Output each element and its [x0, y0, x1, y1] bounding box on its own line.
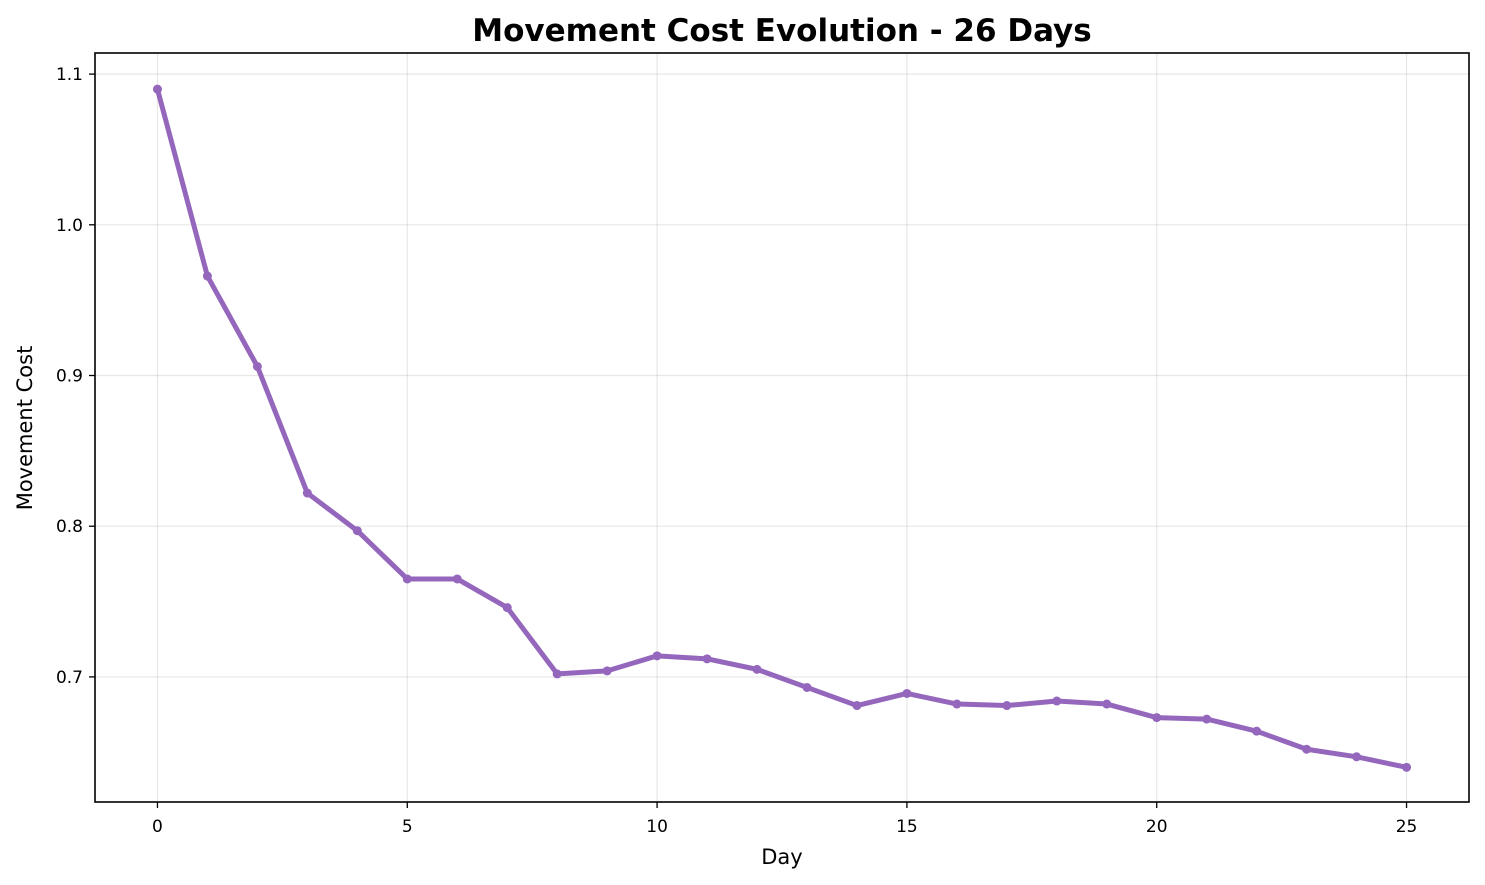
data-point [852, 701, 862, 711]
data-point [452, 574, 462, 584]
data-point [152, 84, 162, 94]
data-point [302, 488, 312, 498]
data-point [602, 666, 612, 676]
x-tick-label: 20 [1146, 817, 1168, 837]
data-point [1152, 713, 1162, 723]
data-point [802, 682, 812, 692]
x-tick-label: 0 [152, 817, 163, 837]
x-tick-label: 25 [1396, 817, 1418, 837]
data-point [1402, 762, 1412, 772]
data-point [1352, 752, 1362, 762]
data-point [902, 688, 912, 698]
data-point [1052, 696, 1062, 706]
data-point [252, 361, 262, 371]
data-point [202, 271, 212, 281]
data-point [1202, 714, 1212, 724]
x-axis-label: Day [761, 845, 802, 869]
data-point [1252, 726, 1262, 736]
plot-frame [94, 52, 1470, 803]
chart-title: Movement Cost Evolution - 26 Days [472, 13, 1091, 49]
y-tick-label: 1.1 [56, 65, 83, 85]
series-line [154, 86, 1410, 770]
data-layer [152, 84, 1412, 772]
y-tick-label: 0.9 [56, 367, 83, 387]
data-point [752, 664, 762, 674]
x-tick-label: 15 [896, 817, 918, 837]
x-tick-label: 5 [402, 817, 413, 837]
data-point [702, 654, 712, 664]
data-point [1002, 701, 1012, 711]
tick-layer: 0 5 10 15 20 25 0.7 0.8 0.9 1.0 1.1 [56, 65, 1417, 837]
data-point [1302, 744, 1312, 754]
data-point [502, 603, 512, 613]
y-tick-label: 1.0 [56, 216, 83, 236]
x-tick-label: 10 [646, 817, 668, 837]
grid-layer [95, 53, 1469, 802]
y-tick-label: 0.7 [56, 668, 83, 688]
data-point [402, 574, 412, 584]
y-axis-label: Movement Cost [13, 346, 37, 511]
y-tick-label: 0.8 [56, 517, 83, 537]
data-point [1102, 699, 1112, 709]
data-point [952, 699, 962, 709]
data-point [352, 526, 362, 536]
data-point [652, 651, 662, 661]
data-point [552, 669, 562, 679]
